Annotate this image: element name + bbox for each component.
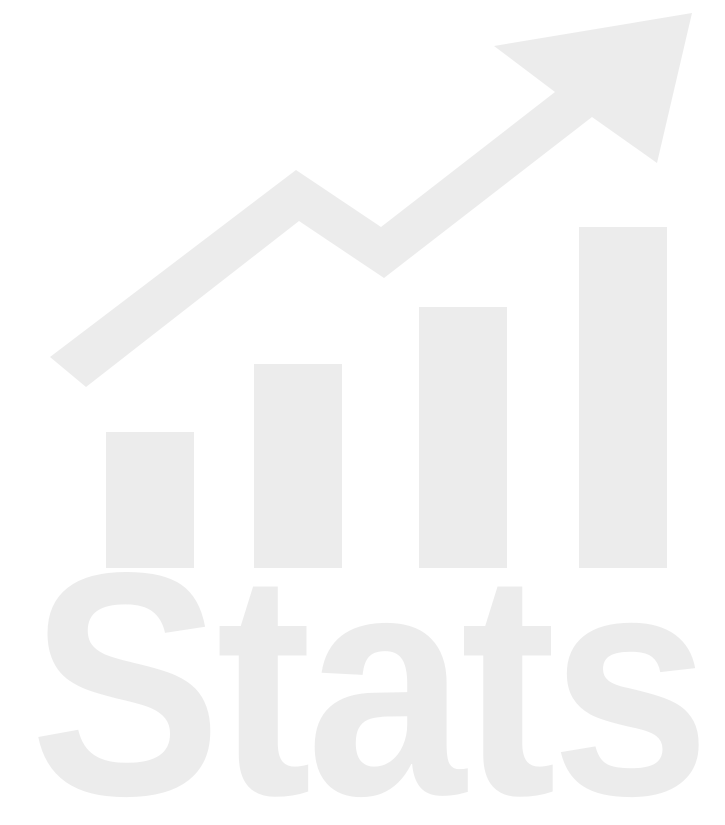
logo-bar-4 — [579, 227, 667, 568]
logo-bar-3 — [419, 307, 507, 568]
logo-wordmark: Stats — [30, 507, 705, 825]
logo-bar-2 — [254, 364, 342, 568]
logo-bar-1 — [106, 432, 194, 568]
bar-chart-icon — [106, 227, 667, 568]
trend-arrow-icon — [50, 13, 692, 387]
